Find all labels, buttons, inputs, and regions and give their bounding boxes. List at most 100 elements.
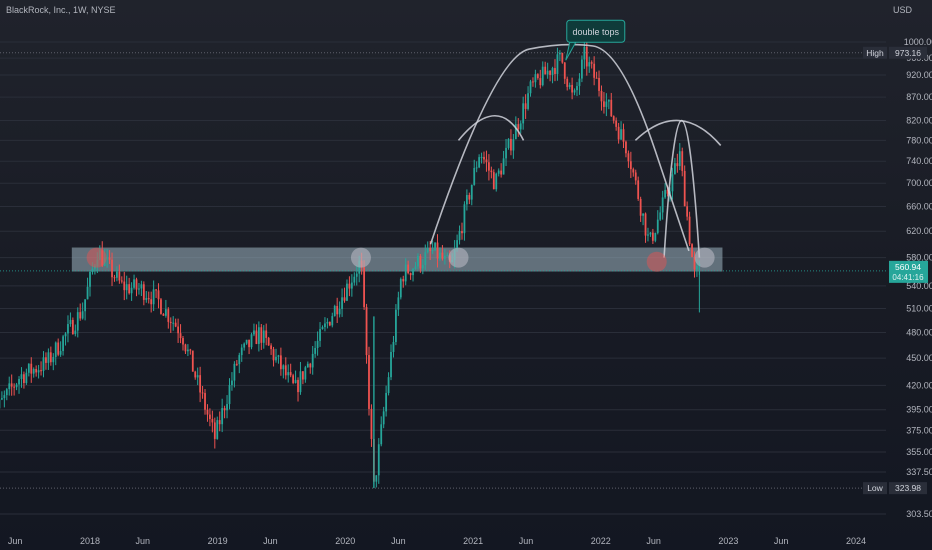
candle-body[interactable] [125, 284, 128, 291]
candle-body[interactable] [346, 283, 348, 301]
candle-body[interactable] [473, 168, 476, 185]
touch-circle[interactable] [694, 247, 715, 268]
candle-body[interactable] [145, 298, 148, 300]
candle-body[interactable] [598, 77, 600, 91]
candle-body[interactable] [421, 265, 424, 269]
candle-body[interactable] [35, 369, 38, 373]
candle-body[interactable] [201, 392, 204, 394]
candle-body[interactable] [412, 268, 414, 276]
candle-body[interactable] [174, 322, 177, 327]
candle-body[interactable] [563, 62, 566, 79]
candle-body[interactable] [333, 305, 336, 317]
arc-drawing-3[interactable] [634, 119, 722, 146]
candle-body[interactable] [27, 363, 30, 373]
candle-body[interactable] [612, 116, 615, 121]
candle-body[interactable] [625, 141, 627, 154]
candle-body[interactable] [103, 257, 106, 266]
candle-body[interactable] [108, 257, 111, 260]
candle-body[interactable] [338, 308, 341, 315]
candle-body[interactable] [568, 84, 571, 87]
callout-box[interactable] [566, 19, 626, 43]
candle-body[interactable] [194, 371, 197, 378]
candle-body[interactable] [272, 349, 275, 361]
candle-body[interactable] [23, 374, 25, 384]
candle-body[interactable] [622, 129, 625, 142]
candle-body[interactable] [162, 313, 165, 316]
candle-body[interactable] [399, 279, 402, 298]
candle-body[interactable] [231, 380, 233, 386]
candle-body[interactable] [316, 340, 319, 348]
candle-body[interactable] [196, 375, 199, 378]
candle-body[interactable] [514, 124, 517, 140]
candle-body[interactable] [524, 103, 527, 109]
candle-body[interactable] [688, 216, 691, 245]
candle-body[interactable] [382, 411, 385, 425]
candle-body[interactable] [184, 344, 187, 352]
candle-body[interactable] [167, 309, 170, 322]
candle-body[interactable] [57, 342, 60, 355]
touch-circle[interactable] [350, 247, 371, 268]
candle-body[interactable] [571, 84, 574, 93]
candle-body[interactable] [155, 289, 157, 291]
candle-body[interactable] [15, 384, 18, 388]
candle-body[interactable] [113, 277, 116, 279]
candle-body[interactable] [674, 163, 676, 175]
arc-drawing-2[interactable] [457, 115, 525, 141]
candle-body[interactable] [25, 372, 28, 384]
candle-body[interactable] [639, 198, 642, 216]
candle-body[interactable] [519, 123, 522, 130]
candle-body[interactable] [429, 248, 432, 252]
candle-body[interactable] [492, 172, 495, 190]
candle-body[interactable] [651, 232, 654, 241]
candle-body[interactable] [128, 284, 131, 294]
candle-body[interactable] [656, 219, 659, 233]
candle-body[interactable] [262, 330, 265, 343]
candle-body[interactable] [683, 170, 686, 207]
support-zone[interactable] [71, 247, 723, 272]
candle-body[interactable] [620, 129, 622, 140]
candle-body[interactable] [686, 206, 689, 217]
candle-body[interactable] [681, 151, 684, 171]
candle-body[interactable] [348, 283, 351, 289]
candle-body[interactable] [3, 395, 6, 399]
candle-body[interactable] [439, 252, 441, 259]
candle-body[interactable] [387, 377, 390, 393]
candle-body[interactable] [517, 124, 520, 130]
candle-body[interactable] [321, 327, 324, 330]
candle-body[interactable] [255, 330, 258, 344]
candle-body[interactable] [397, 297, 400, 310]
candle-body[interactable] [483, 156, 485, 160]
candle-body[interactable] [502, 158, 505, 175]
candle-body[interactable] [331, 316, 334, 326]
candle-body[interactable] [573, 90, 576, 93]
candle-body[interactable] [152, 289, 155, 305]
candle-body[interactable] [130, 287, 133, 294]
candle-body[interactable] [311, 353, 314, 368]
candle-body[interactable] [627, 153, 630, 162]
candle-body[interactable] [250, 334, 253, 348]
candle-body[interactable] [490, 170, 493, 173]
candle-body[interactable] [206, 409, 209, 415]
candle-body[interactable] [593, 63, 596, 78]
candle-body[interactable] [118, 271, 121, 281]
candle-body[interactable] [644, 213, 647, 236]
candle-body[interactable] [138, 288, 140, 290]
candle-body[interactable] [140, 284, 143, 289]
candle-body[interactable] [42, 357, 45, 371]
candle-body[interactable] [306, 363, 309, 368]
candle-body[interactable] [164, 309, 167, 316]
candle-body[interactable] [37, 370, 40, 373]
candle-body[interactable] [659, 212, 662, 220]
candle-body[interactable] [221, 408, 224, 425]
candle-body[interactable] [32, 369, 35, 374]
candle-body[interactable] [69, 319, 72, 325]
candle-body[interactable] [304, 367, 307, 380]
candle-body[interactable] [76, 312, 79, 331]
candle-body[interactable] [111, 259, 113, 278]
candle-body[interactable] [216, 420, 219, 439]
candle-body[interactable] [218, 420, 221, 425]
candle-body[interactable] [228, 385, 231, 405]
candle-body[interactable] [96, 259, 99, 267]
candle-body[interactable] [426, 248, 429, 253]
candle-body[interactable] [368, 355, 370, 409]
